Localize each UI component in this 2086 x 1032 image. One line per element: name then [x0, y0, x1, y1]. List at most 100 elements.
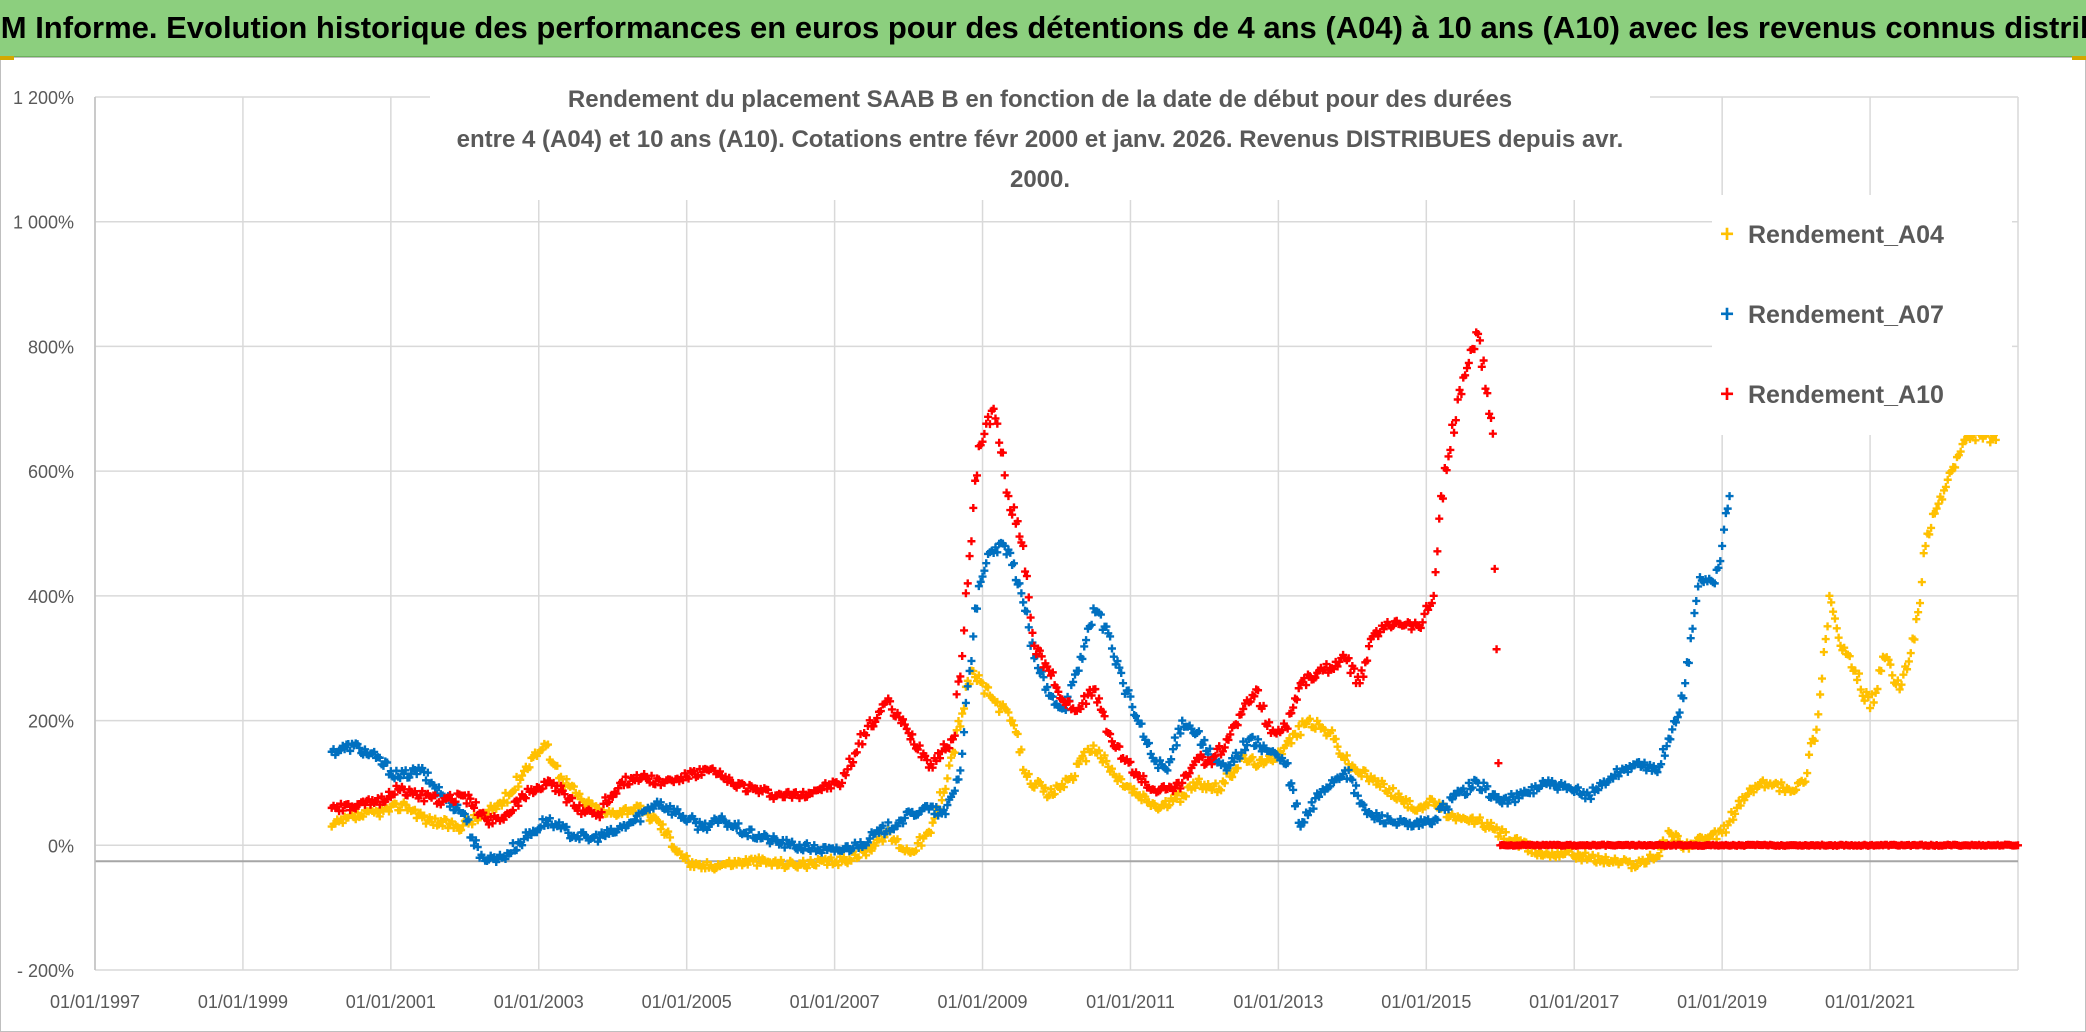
data-point: [971, 476, 980, 485]
data-point: [1888, 671, 1897, 680]
data-point: [1074, 759, 1083, 768]
data-point: [423, 768, 432, 777]
data-point: [1344, 654, 1353, 663]
legend-label-a04: Rendement_A04: [1748, 220, 1944, 249]
data-point: [1511, 798, 1520, 807]
data-point: [518, 771, 527, 780]
data-point: [734, 819, 743, 828]
data-point: [923, 756, 932, 765]
data-point: [1485, 409, 1494, 418]
data-point: [1684, 658, 1693, 667]
data-point: [1653, 768, 1662, 777]
data-point: [1215, 742, 1224, 751]
data-point: [1418, 805, 1427, 814]
data-point: [1668, 725, 1677, 734]
data-point: [390, 790, 399, 799]
x-tick-label: 01/01/1999: [198, 992, 288, 1012]
data-point: [1866, 704, 1875, 713]
data-point: [960, 704, 969, 713]
data-point: [1309, 804, 1318, 813]
data-point: [1172, 741, 1181, 750]
data-point: [1886, 660, 1895, 669]
data-point: [346, 746, 355, 755]
data-point: [1130, 784, 1139, 793]
data-point: [941, 784, 950, 793]
data-point: [1224, 735, 1233, 744]
report-banner: ADAM Informe. Evolution historique des p…: [0, 0, 2086, 58]
data-point: [1228, 773, 1237, 782]
data-point: [1914, 608, 1923, 617]
data-point: [1433, 815, 1442, 824]
data-point: [1333, 742, 1342, 751]
data-point: [420, 797, 429, 806]
data-point: [396, 774, 405, 783]
legend-marker-a07: +: [1719, 301, 1734, 328]
data-point: [1106, 632, 1115, 641]
data-point: [1912, 615, 1921, 624]
data-point: [1832, 624, 1841, 633]
data-point: [810, 841, 819, 850]
data-point: [972, 604, 981, 613]
data-point: [899, 715, 908, 724]
data-point: [1834, 633, 1843, 642]
data-point: [1198, 740, 1207, 749]
data-point: [911, 846, 920, 855]
data-point: [1352, 781, 1361, 790]
x-tick-label: 01/01/2005: [642, 992, 732, 1012]
data-point: [1869, 698, 1878, 707]
y-tick-label: 1 000%: [13, 213, 74, 233]
data-point: [518, 841, 527, 850]
data-point: [1296, 730, 1305, 739]
data-point: [431, 814, 440, 823]
data-point: [1671, 718, 1680, 727]
data-point: [1744, 789, 1753, 798]
data-point: [998, 448, 1007, 457]
data-point: [1529, 789, 1538, 798]
data-point: [501, 854, 510, 863]
data-point: [425, 813, 434, 822]
data-point: [377, 792, 386, 801]
data-point: [1418, 618, 1427, 627]
data-point: [1287, 739, 1296, 748]
chart-title-line-1: Rendement du placement SAAB B en fonctio…: [567, 86, 1513, 113]
data-point: [1475, 336, 1484, 345]
data-point: [560, 790, 569, 799]
data-point: [1342, 751, 1351, 760]
data-point: [1283, 759, 1292, 768]
data-point: [902, 724, 911, 733]
data-point: [1246, 697, 1255, 706]
data-point: [965, 552, 974, 561]
data-point: [612, 789, 621, 798]
data-point: [1205, 744, 1214, 753]
data-point: [993, 697, 1002, 706]
data-point: [656, 798, 665, 807]
data-point: [1389, 621, 1398, 630]
data-point: [1655, 851, 1664, 860]
data-point: [1686, 634, 1695, 643]
data-point: [1165, 801, 1174, 810]
data-point: [1119, 679, 1128, 688]
data-point: [471, 798, 480, 807]
data-point: [1916, 599, 1924, 608]
data-point: [874, 828, 883, 837]
data-point: [1098, 707, 1107, 716]
data-point: [664, 827, 673, 836]
chart-title: Rendement du placement SAAB B en fonctio…: [430, 80, 1650, 200]
data-point: [1475, 813, 1484, 822]
frame-corner-left: [0, 56, 14, 60]
data-point: [950, 731, 959, 740]
data-point: [516, 775, 525, 784]
data-point: [941, 810, 950, 819]
data-point: [1087, 691, 1096, 700]
data-point: [958, 652, 967, 661]
data-point: [867, 846, 876, 855]
data-point: [1254, 686, 1263, 695]
data-point: [669, 843, 678, 852]
data-point: [1720, 525, 1728, 534]
data-point: [1930, 509, 1939, 518]
data-point: [1039, 673, 1048, 682]
data-point: [873, 714, 882, 723]
data-point: [1046, 785, 1055, 794]
data-point: [1250, 692, 1259, 701]
data-point: [1054, 687, 1063, 696]
